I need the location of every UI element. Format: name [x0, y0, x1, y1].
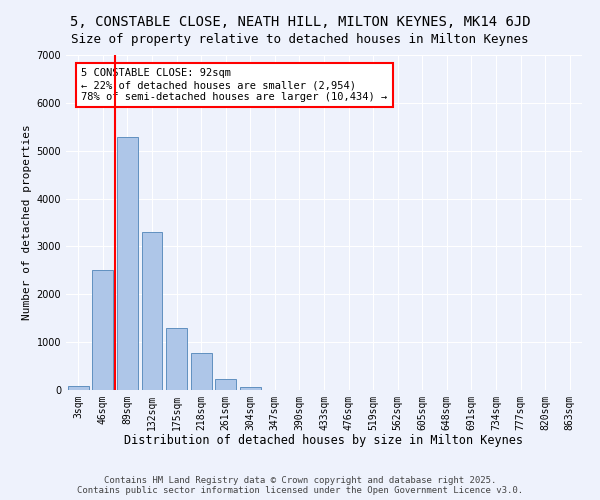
- Bar: [117, 138, 138, 390]
- Bar: [166, 328, 187, 390]
- Y-axis label: Number of detached properties: Number of detached properties: [22, 124, 32, 320]
- Bar: [68, 386, 89, 390]
- Text: 5 CONSTABLE CLOSE: 92sqm
← 22% of detached houses are smaller (2,954)
78% of sem: 5 CONSTABLE CLOSE: 92sqm ← 22% of detach…: [82, 68, 388, 102]
- Text: 5, CONSTABLE CLOSE, NEATH HILL, MILTON KEYNES, MK14 6JD: 5, CONSTABLE CLOSE, NEATH HILL, MILTON K…: [70, 15, 530, 29]
- Bar: [92, 270, 113, 390]
- Text: Size of property relative to detached houses in Milton Keynes: Size of property relative to detached ho…: [71, 32, 529, 46]
- Bar: [142, 232, 163, 390]
- Bar: [191, 352, 212, 390]
- Bar: [215, 380, 236, 390]
- Text: Contains HM Land Registry data © Crown copyright and database right 2025.
Contai: Contains HM Land Registry data © Crown c…: [77, 476, 523, 495]
- Bar: [240, 387, 261, 390]
- X-axis label: Distribution of detached houses by size in Milton Keynes: Distribution of detached houses by size …: [125, 434, 523, 448]
